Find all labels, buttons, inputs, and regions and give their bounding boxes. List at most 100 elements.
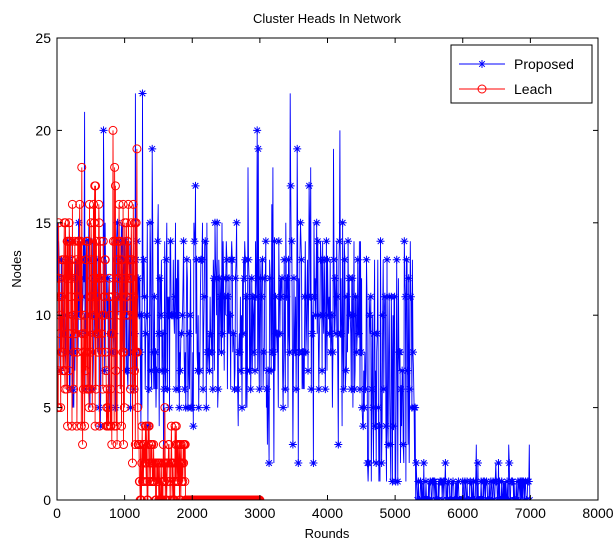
data-point [160, 477, 170, 487]
data-point [240, 274, 249, 283]
data-point [163, 458, 173, 468]
data-point [287, 237, 296, 246]
data-point [112, 255, 122, 265]
data-point [93, 329, 103, 339]
data-point [325, 329, 334, 338]
data-point [430, 477, 439, 486]
data-point [293, 144, 302, 153]
data-point [173, 477, 183, 487]
legend-box [450, 44, 593, 104]
data-point [144, 385, 153, 394]
data-point [359, 422, 368, 431]
data-point [304, 366, 313, 375]
series-layer [57, 89, 534, 500]
data-point [276, 292, 285, 301]
data-point [239, 329, 248, 338]
x-axis: 0 1000 2000 3000 4000 5000 6000 7000 8000 [53, 38, 614, 521]
data-point [111, 403, 120, 412]
x-tick-label: 0 [53, 505, 61, 521]
data-point [126, 403, 135, 412]
data-point [291, 348, 300, 357]
data-point [246, 385, 255, 394]
data-point [99, 126, 108, 135]
data-point [217, 348, 226, 357]
x-tick-label: 5000 [380, 505, 411, 521]
y-tick-label: 10 [35, 307, 51, 323]
data-point [308, 329, 317, 338]
data-point [318, 366, 327, 375]
data-point [256, 274, 265, 283]
data-point [271, 292, 280, 301]
data-point [314, 385, 323, 394]
data-point [191, 181, 200, 190]
data-point [337, 329, 346, 338]
data-point [411, 403, 420, 412]
data-point [367, 385, 376, 394]
data-point [102, 384, 112, 394]
data-point [229, 329, 238, 338]
data-point [294, 459, 303, 468]
data-point [57, 292, 67, 302]
data-point [100, 366, 109, 375]
data-point [71, 329, 81, 339]
data-point [143, 495, 153, 500]
data-point [408, 348, 417, 357]
data-point [332, 329, 341, 338]
data-point [393, 477, 402, 486]
data-point [162, 495, 172, 500]
legend-marker [478, 60, 486, 68]
y-tick-label: 25 [35, 30, 51, 46]
data-point [482, 477, 491, 486]
data-point [78, 440, 88, 450]
data-point [81, 366, 91, 376]
data-point [266, 274, 275, 283]
data-point [174, 385, 183, 394]
data-point [348, 274, 357, 283]
data-point [206, 329, 215, 338]
data-point [162, 477, 172, 487]
data-point [161, 366, 170, 375]
data-point [149, 440, 159, 450]
data-point [279, 403, 288, 412]
data-point [353, 255, 362, 264]
data-point [125, 348, 134, 357]
data-point [200, 292, 209, 301]
data-point [57, 273, 62, 283]
data-point [126, 218, 136, 228]
legend-item-proposed: Proposed [459, 56, 574, 72]
data-point [106, 384, 116, 394]
data-point [128, 199, 138, 209]
data-point [160, 403, 170, 413]
y-tick-label: 5 [43, 400, 51, 416]
x-tick-label: 3000 [244, 505, 275, 521]
data-point [128, 310, 138, 320]
data-point [261, 237, 270, 246]
data-point [449, 477, 458, 486]
data-point [296, 218, 305, 227]
data-point [62, 384, 72, 394]
data-point [108, 329, 118, 339]
data-point [68, 310, 78, 320]
data-point [397, 385, 406, 394]
data-point [137, 421, 147, 431]
data-point [156, 458, 166, 468]
x-tick-label: 8000 [582, 505, 613, 521]
data-point [166, 421, 176, 431]
data-point [117, 292, 127, 302]
data-point [133, 403, 143, 413]
data-point [123, 366, 132, 375]
data-point [297, 255, 306, 264]
data-point [110, 236, 120, 246]
data-point [401, 292, 410, 301]
data-point [357, 348, 366, 357]
data-point [120, 273, 130, 283]
data-point [129, 292, 139, 302]
data-point [153, 237, 162, 246]
data-point [94, 199, 104, 209]
data-point [63, 421, 73, 431]
data-point [377, 459, 386, 468]
data-point [368, 403, 377, 412]
data-point [257, 292, 266, 301]
data-point [405, 385, 414, 394]
data-point [168, 458, 178, 468]
